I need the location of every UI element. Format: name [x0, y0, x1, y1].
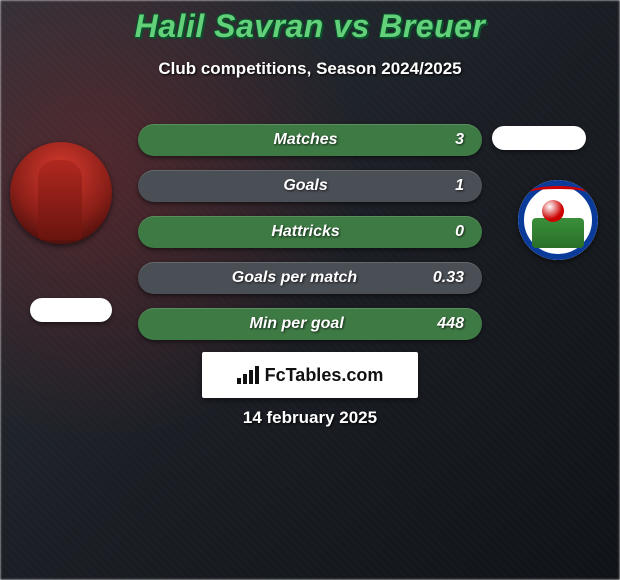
stat-label: Goals per match	[232, 269, 357, 287]
stat-row: Matches 3	[138, 124, 482, 156]
brand-text: FcTables.com	[265, 365, 384, 386]
chart-icon	[237, 366, 259, 384]
stat-right-value: 0.33	[433, 269, 464, 287]
subtitle: Club competitions, Season 2024/2025	[0, 59, 620, 79]
comparison-card: Halil Savran vs Breuer Club competitions…	[0, 0, 620, 580]
stat-label: Min per goal	[250, 315, 344, 333]
stat-right-value: 1	[455, 177, 464, 195]
player-left-club-pill	[30, 298, 112, 322]
player-right-club-pill	[492, 126, 586, 150]
stat-label: Hattricks	[271, 223, 339, 241]
player-right-club-logo	[518, 180, 598, 260]
stats-list: Matches 3 Goals 1 Hattricks 0 Goals per …	[138, 124, 482, 354]
brand-box: FcTables.com	[202, 352, 418, 398]
stat-row: Goals 1	[138, 170, 482, 202]
stat-right-value: 448	[437, 315, 464, 333]
player-left-avatar	[10, 142, 112, 244]
stat-row: Goals per match 0.33	[138, 262, 482, 294]
page-title: Halil Savran vs Breuer	[0, 8, 620, 45]
stat-label: Goals	[283, 177, 327, 195]
stat-row: Min per goal 448	[138, 308, 482, 340]
stat-row: Hattricks 0	[138, 216, 482, 248]
stat-right-value: 0	[455, 223, 464, 241]
date-label: 14 february 2025	[0, 408, 620, 428]
stat-label: Matches	[274, 131, 338, 149]
stat-right-value: 3	[455, 131, 464, 149]
